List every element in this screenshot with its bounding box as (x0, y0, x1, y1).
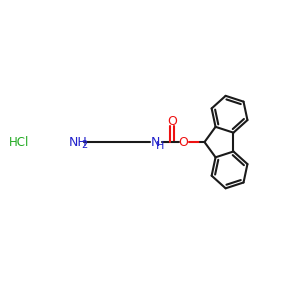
Text: 2: 2 (82, 140, 88, 150)
Text: O: O (167, 115, 177, 128)
Text: HCl: HCl (9, 136, 29, 148)
Text: N: N (150, 136, 160, 148)
Text: H: H (156, 140, 164, 151)
Text: NH: NH (69, 136, 88, 148)
Text: O: O (179, 136, 189, 148)
